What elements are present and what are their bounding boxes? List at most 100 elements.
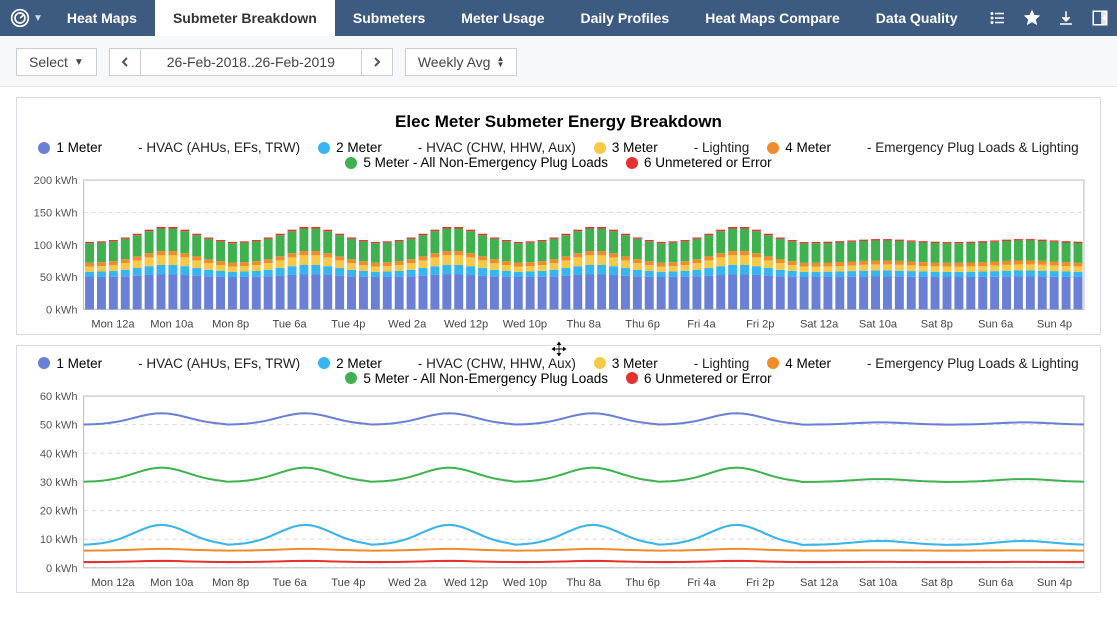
svg-text:150 kWh: 150 kWh (34, 207, 78, 219)
legend-item-m6[interactable]: 6 Unmetered or Error (626, 155, 772, 170)
svg-text:Wed 10p: Wed 10p (503, 319, 547, 331)
svg-text:Wed 12p: Wed 12p (444, 319, 488, 331)
svg-text:50 kWh: 50 kWh (40, 419, 78, 431)
svg-text:Mon 8p: Mon 8p (212, 319, 249, 331)
stacked-bar-chart[interactable]: 0 kWh 50 kWh 100 kWh 150 kWh 200 kWh Mon 12a M… (27, 176, 1090, 332)
controls-bar: Select ▼ 26-Feb-2018..26-Feb-2019 Weekly… (0, 36, 1117, 87)
legend-swatch (594, 357, 606, 369)
svg-text:40 kWh: 40 kWh (40, 448, 78, 460)
svg-text:Tue 6a: Tue 6a (272, 319, 307, 331)
svg-text:Sat 8p: Sat 8p (921, 577, 953, 589)
select-dropdown[interactable]: Select ▼ (16, 48, 97, 76)
legend-swatch (767, 357, 779, 369)
stacked-chart-panel: Elec Meter Submeter Energy Breakdown 1 M… (16, 97, 1101, 335)
chart-title: Elec Meter Submeter Energy Breakdown (27, 112, 1090, 132)
svg-text:Tue 4p: Tue 4p (331, 319, 365, 331)
legend-item-m2[interactable]: 2 Meter- HVAC (CHW, HHW, Aux) (318, 356, 576, 371)
svg-text:0 kWh: 0 kWh (46, 562, 77, 574)
legend-item-m1[interactable]: 1 Meter- HVAC (AHUs, EFs, TRW) (38, 356, 300, 371)
svg-text:Wed 10p: Wed 10p (503, 577, 547, 589)
tab-meter-usage[interactable]: Meter Usage (443, 0, 562, 36)
stepper-icon: ▲▼ (496, 56, 504, 68)
download-icon[interactable] (1049, 0, 1083, 36)
svg-text:Sat 12a: Sat 12a (800, 577, 839, 589)
svg-text:Thu 8a: Thu 8a (566, 577, 601, 589)
tab-submeters[interactable]: Submeters (335, 0, 443, 36)
app-gauge-menu[interactable]: ▼ (0, 0, 49, 36)
caret-down-icon: ▼ (33, 13, 43, 24)
panel-add-icon[interactable]: + (1083, 0, 1117, 36)
svg-text:Fri 2p: Fri 2p (746, 577, 774, 589)
star-icon[interactable] (1015, 0, 1049, 36)
tab-heat-maps[interactable]: Heat Maps (49, 0, 155, 36)
svg-text:Mon 8p: Mon 8p (212, 577, 249, 589)
legend-swatch (626, 372, 638, 384)
svg-text:Tue 6a: Tue 6a (272, 577, 307, 589)
legend-item-m4[interactable]: 4 Meter- Emergency Plug Loads & Lighting (767, 140, 1078, 155)
legend-item-m5[interactable]: 5 Meter - All Non-Emergency Plug Loads (345, 155, 608, 170)
legend-swatch (318, 142, 330, 154)
svg-text:Fri 2p: Fri 2p (746, 319, 774, 331)
line-chart[interactable]: 0 kWh 10 kWh 20 kWh 30 kWh 40 kWh 50 kWh 60 kW… (27, 392, 1090, 590)
svg-text:30 kWh: 30 kWh (40, 477, 78, 489)
legend-item-m3[interactable]: 3 Meter- Lighting (594, 356, 749, 371)
line-chart-panel: 1 Meter- HVAC (AHUs, EFs, TRW) 2 Meter- H… (16, 345, 1101, 593)
svg-text:Sat 8p: Sat 8p (921, 319, 953, 331)
svg-text:Sun 6a: Sun 6a (978, 577, 1014, 589)
svg-text:20 kWh: 20 kWh (40, 505, 78, 517)
legend-swatch (594, 142, 606, 154)
svg-text:Mon 12a: Mon 12a (91, 577, 135, 589)
legend-item-m5[interactable]: 5 Meter - All Non-Emergency Plug Loads (345, 371, 608, 386)
range-next-button[interactable] (361, 48, 393, 76)
legend-item-m2[interactable]: 2 Meter- HVAC (CHW, HHW, Aux) (318, 140, 576, 155)
range-prev-button[interactable] (109, 48, 141, 76)
legend-item-m6[interactable]: 6 Unmetered or Error (626, 371, 772, 386)
tab-submeter-breakdown[interactable]: Submeter Breakdown (155, 0, 335, 36)
svg-text:10 kWh: 10 kWh (40, 534, 78, 546)
svg-text:Wed 12p: Wed 12p (444, 577, 488, 589)
svg-text:Tue 4p: Tue 4p (331, 577, 365, 589)
svg-text:+: + (1102, 13, 1107, 23)
svg-text:50 kWh: 50 kWh (40, 272, 78, 284)
legend-swatch (767, 142, 779, 154)
legend-swatch (318, 357, 330, 369)
svg-text:0 kWh: 0 kWh (46, 304, 77, 316)
legend-swatch (345, 157, 357, 169)
tab-daily-profiles[interactable]: Daily Profiles (563, 0, 688, 36)
svg-text:100 kWh: 100 kWh (34, 240, 78, 252)
legend-swatch (626, 157, 638, 169)
aggregation-selector[interactable]: Weekly Avg ▲▼ (405, 48, 518, 76)
svg-text:Mon 12a: Mon 12a (91, 319, 135, 331)
svg-text:Sun 4p: Sun 4p (1037, 319, 1072, 331)
legend-swatch (38, 142, 50, 154)
svg-text:Fri 4a: Fri 4a (687, 319, 716, 331)
tab-data-quality[interactable]: Data Quality (858, 0, 976, 36)
aggregation-label: Weekly Avg (418, 54, 491, 70)
legend-item-m3[interactable]: 3 Meter- Lighting (594, 140, 749, 155)
legend-item-m4[interactable]: 4 Meter- Emergency Plug Loads & Lighting (767, 356, 1078, 371)
chart-legend: 1 Meter- HVAC (AHUs, EFs, TRW) 2 Meter- H… (27, 356, 1090, 386)
svg-text:Sat 10a: Sat 10a (859, 319, 898, 331)
svg-text:Sat 10a: Sat 10a (859, 577, 898, 589)
date-range-display[interactable]: 26-Feb-2018..26-Feb-2019 (141, 48, 361, 76)
legend-swatch (345, 372, 357, 384)
svg-text:Fri 4a: Fri 4a (687, 577, 716, 589)
svg-text:Mon 10a: Mon 10a (150, 577, 194, 589)
svg-text:60 kWh: 60 kWh (40, 392, 78, 403)
svg-text:Thu 6p: Thu 6p (625, 319, 660, 331)
legend-item-m1[interactable]: 1 Meter- HVAC (AHUs, EFs, TRW) (38, 140, 300, 155)
chart-legend: 1 Meter- HVAC (AHUs, EFs, TRW) 2 Meter- H… (27, 140, 1090, 170)
list-icon[interactable] (981, 0, 1015, 36)
top-nav: ▼ Heat MapsSubmeter BreakdownSubmetersMe… (0, 0, 1117, 36)
svg-text:Mon 10a: Mon 10a (150, 319, 194, 331)
svg-text:Wed 2a: Wed 2a (388, 319, 427, 331)
svg-text:Wed 2a: Wed 2a (388, 577, 427, 589)
legend-swatch (38, 357, 50, 369)
svg-text:Thu 8a: Thu 8a (566, 319, 601, 331)
svg-text:200 kWh: 200 kWh (34, 176, 78, 187)
svg-text:Thu 6p: Thu 6p (625, 577, 660, 589)
svg-text:Sun 4p: Sun 4p (1037, 577, 1072, 589)
svg-text:Sun 6a: Sun 6a (978, 319, 1014, 331)
caret-down-icon: ▼ (74, 57, 84, 68)
tab-heat-maps-compare[interactable]: Heat Maps Compare (687, 0, 858, 36)
